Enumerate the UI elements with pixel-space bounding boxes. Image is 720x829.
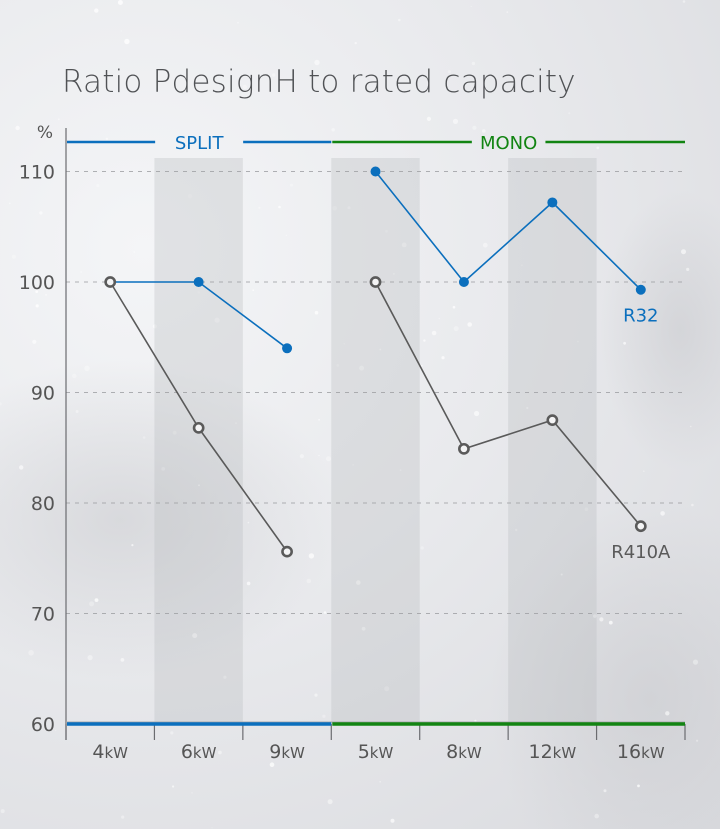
group-label: MONO — [480, 133, 537, 154]
data-point-r32 — [282, 343, 293, 354]
data-point-r410a — [192, 421, 205, 434]
data-point-r32 — [635, 284, 646, 295]
data-point-r410a — [281, 545, 293, 558]
data-point-r410a — [369, 276, 382, 288]
y-tick-label: 60 — [31, 714, 55, 736]
y-tick-label: 100 — [19, 272, 55, 294]
series-line-r410a — [374, 281, 642, 527]
column-band — [331, 158, 420, 724]
x-tick-label: 4kW — [92, 741, 128, 763]
series-label-r410a: R410A — [611, 542, 671, 563]
series-line-r32 — [374, 171, 642, 291]
y-tick-label: 80 — [31, 493, 55, 515]
data-point-r32 — [547, 197, 558, 208]
data-point-r410a — [546, 414, 559, 427]
data-point-r32 — [370, 166, 381, 177]
x-tick-label: 8kW — [446, 741, 482, 763]
x-tick-label: 12kW — [528, 741, 576, 763]
group-label: SPLIT — [175, 133, 225, 154]
series-label-r32: R32 — [623, 306, 658, 327]
data-point-r410a — [458, 442, 470, 455]
x-tick-label: 5kW — [358, 741, 394, 763]
x-tick-label: 16kW — [617, 741, 665, 763]
y-axis-unit-label: % — [37, 123, 53, 143]
y-tick-label: 90 — [31, 383, 55, 405]
data-point-r410a — [104, 276, 117, 288]
chart-title: Ratio PdesignH to rated capacity — [62, 64, 576, 100]
data-point-r32 — [193, 277, 204, 287]
column-band — [508, 158, 597, 724]
x-tick-label: 9kW — [269, 741, 305, 763]
data-point-r32 — [458, 277, 469, 287]
x-tick-label: 6kW — [181, 741, 217, 763]
y-tick-label: 70 — [31, 604, 55, 626]
y-tick-label: 110 — [19, 162, 55, 184]
column-band — [154, 158, 243, 724]
data-point-r410a — [634, 520, 647, 533]
